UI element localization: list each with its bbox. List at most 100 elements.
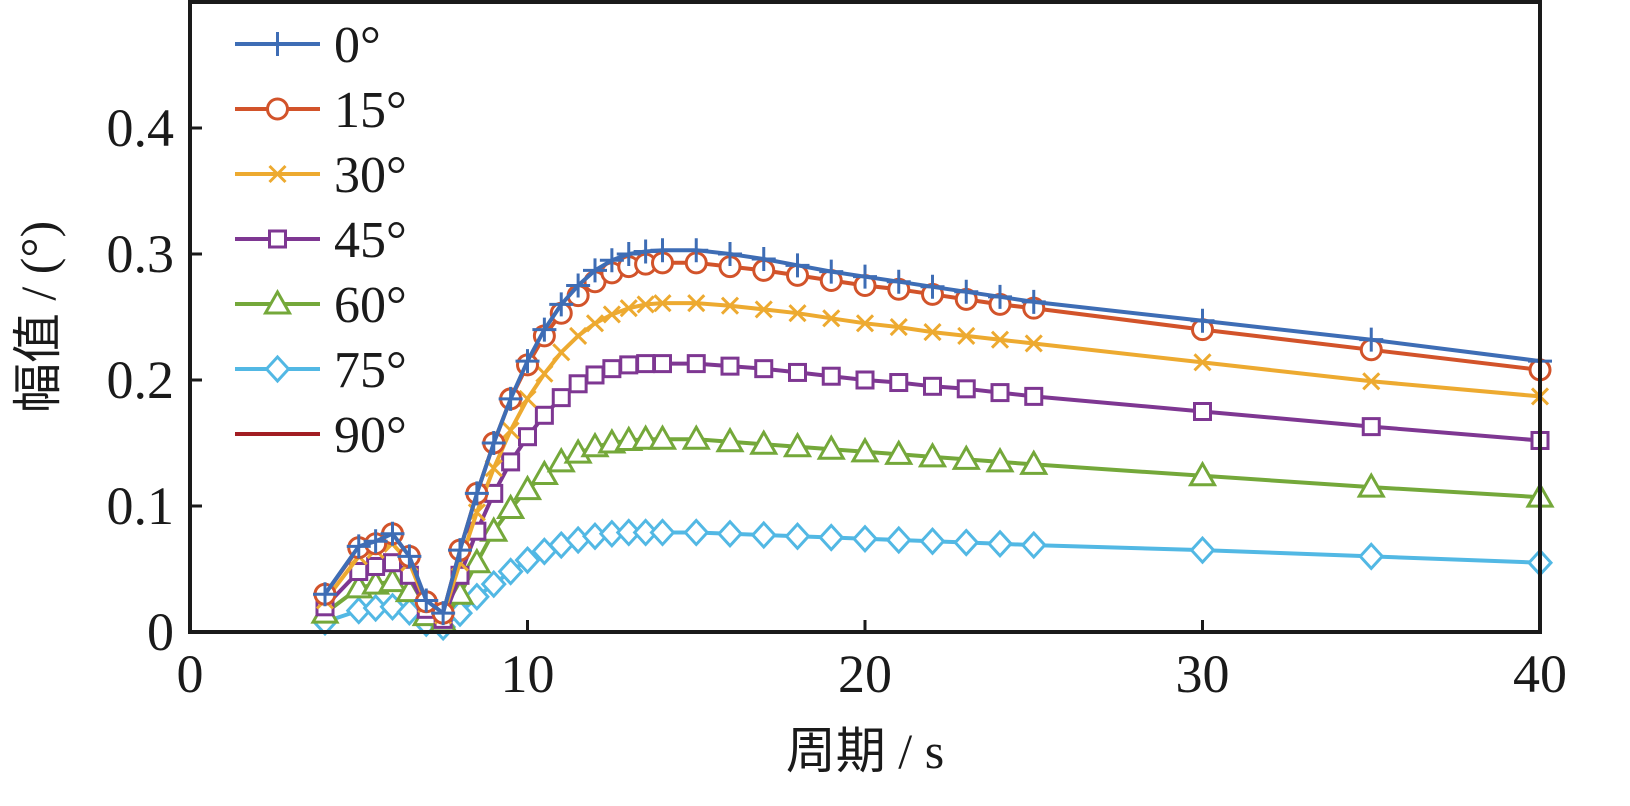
axes-layer: 0 10 20 30 40 0 0.1 0.2 0.3 0.4 bbox=[107, 98, 1568, 704]
data-point-30-28 bbox=[957, 326, 976, 345]
data-point-75-29 bbox=[986, 529, 1014, 559]
x-tick-label: 10 bbox=[501, 644, 555, 704]
data-point-60-24 bbox=[816, 434, 846, 460]
data-point-45-18 bbox=[636, 354, 656, 374]
data-point-60-30 bbox=[1019, 449, 1049, 475]
data-point-75-28 bbox=[953, 528, 980, 557]
data-point-30-11 bbox=[518, 389, 537, 408]
data-point-0-16 bbox=[599, 248, 624, 273]
series-line-0 bbox=[323, 248, 1541, 616]
y-tick-label: 0.4 bbox=[107, 98, 175, 158]
data-point-60-19 bbox=[647, 424, 678, 450]
data-point-30-10 bbox=[501, 421, 520, 440]
series-0 bbox=[313, 238, 1552, 626]
data-point-0-30 bbox=[1021, 289, 1046, 314]
data-point-75-9 bbox=[480, 569, 507, 599]
data-point-60-10 bbox=[496, 493, 526, 520]
data-point-75-17 bbox=[615, 518, 642, 547]
legend-label-75: 75° bbox=[334, 342, 407, 399]
data-point-45-12 bbox=[534, 405, 554, 425]
data-point-0-9 bbox=[481, 431, 506, 455]
data-point-30-31 bbox=[1193, 353, 1212, 372]
data-point-0-0 bbox=[313, 582, 337, 607]
data-point-0-8 bbox=[464, 481, 489, 506]
data-point-0-26 bbox=[886, 269, 911, 294]
data-point-75-32 bbox=[1358, 542, 1385, 571]
x-axis-title: 周期 / s bbox=[786, 723, 944, 779]
data-point-0-22 bbox=[751, 247, 776, 272]
data-point-0-6 bbox=[431, 601, 456, 626]
data-point-30-21 bbox=[720, 296, 740, 315]
data-point-75-19 bbox=[649, 518, 676, 547]
data-point-45-27 bbox=[923, 376, 942, 396]
legend-item-45: 45° bbox=[235, 212, 407, 269]
data-point-45-10 bbox=[501, 452, 521, 472]
legend-label-60: 60° bbox=[334, 277, 407, 334]
data-point-45-14 bbox=[568, 374, 588, 394]
data-point-45-2 bbox=[366, 556, 386, 576]
data-point-45-23 bbox=[788, 362, 807, 382]
x-tick-label: 30 bbox=[1176, 644, 1230, 704]
legend-label-90: 90° bbox=[334, 407, 407, 464]
data-point-45-17 bbox=[619, 355, 639, 375]
data-point-75-30 bbox=[1020, 530, 1047, 560]
data-point-60-25 bbox=[850, 436, 880, 463]
x-tick-label: 40 bbox=[1513, 644, 1567, 704]
data-point-0-31 bbox=[1190, 308, 1215, 333]
data-point-60-3 bbox=[377, 566, 408, 593]
data-point-0-11 bbox=[515, 349, 540, 374]
legend-marker-75 bbox=[264, 354, 291, 384]
data-point-30-32 bbox=[1362, 372, 1381, 391]
data-point-45-25 bbox=[855, 370, 875, 390]
data-point-0-25 bbox=[853, 264, 877, 289]
data-point-45-29 bbox=[990, 383, 1010, 403]
legend-marker-30 bbox=[268, 164, 287, 184]
legend-marker-45 bbox=[268, 229, 287, 249]
data-point-0-24 bbox=[819, 259, 844, 284]
data-point-0-13 bbox=[549, 292, 574, 317]
data-point-30-27 bbox=[923, 323, 942, 342]
data-point-30-13 bbox=[552, 343, 571, 362]
data-point-45-31 bbox=[1193, 402, 1212, 421]
data-point-30-23 bbox=[788, 304, 807, 323]
legend-marker-60 bbox=[262, 288, 293, 315]
data-point-75-27 bbox=[919, 527, 946, 556]
x-tick-label: 0 bbox=[177, 644, 204, 704]
legend-item-90: 90° bbox=[235, 407, 407, 464]
data-point-75-24 bbox=[818, 523, 845, 552]
data-point-45-11 bbox=[518, 427, 537, 447]
data-point-60-9 bbox=[479, 516, 509, 542]
data-point-45-26 bbox=[889, 373, 909, 393]
data-point-45-22 bbox=[754, 359, 774, 379]
data-point-60-32 bbox=[1356, 472, 1386, 498]
data-point-45-21 bbox=[720, 356, 740, 376]
data-point-60-18 bbox=[631, 424, 661, 450]
data-point-45-19 bbox=[653, 354, 672, 374]
data-point-60-11 bbox=[512, 474, 543, 501]
data-point-0-21 bbox=[718, 242, 742, 266]
data-point-30-18 bbox=[636, 295, 655, 314]
data-point-60-26 bbox=[884, 439, 914, 465]
data-point-0-10 bbox=[498, 386, 523, 411]
data-point-60-31 bbox=[1187, 460, 1218, 487]
legend-item-60: 60° bbox=[235, 277, 407, 334]
data-point-75-20 bbox=[683, 518, 710, 547]
data-point-45-15 bbox=[585, 365, 605, 385]
data-point-75-31 bbox=[1189, 535, 1216, 565]
data-point-0-4 bbox=[397, 544, 422, 569]
data-point-0-12 bbox=[532, 317, 557, 342]
data-point-75-10 bbox=[497, 557, 524, 586]
data-point-75-22 bbox=[750, 520, 777, 550]
data-point-60-20 bbox=[681, 424, 711, 450]
data-point-60-23 bbox=[782, 431, 813, 458]
legend-item-30: 30° bbox=[235, 147, 407, 204]
legend: 0° 15° 30° 45° 60° 75° 90° bbox=[235, 17, 407, 464]
data-point-30-29 bbox=[990, 330, 1010, 349]
y-tick-label: 0.1 bbox=[107, 476, 175, 536]
data-point-45-24 bbox=[821, 366, 841, 386]
data-point-30-12 bbox=[535, 364, 554, 383]
data-point-60-12 bbox=[529, 459, 559, 485]
legend-marker-15 bbox=[266, 97, 289, 121]
data-point-0-28 bbox=[954, 279, 979, 304]
